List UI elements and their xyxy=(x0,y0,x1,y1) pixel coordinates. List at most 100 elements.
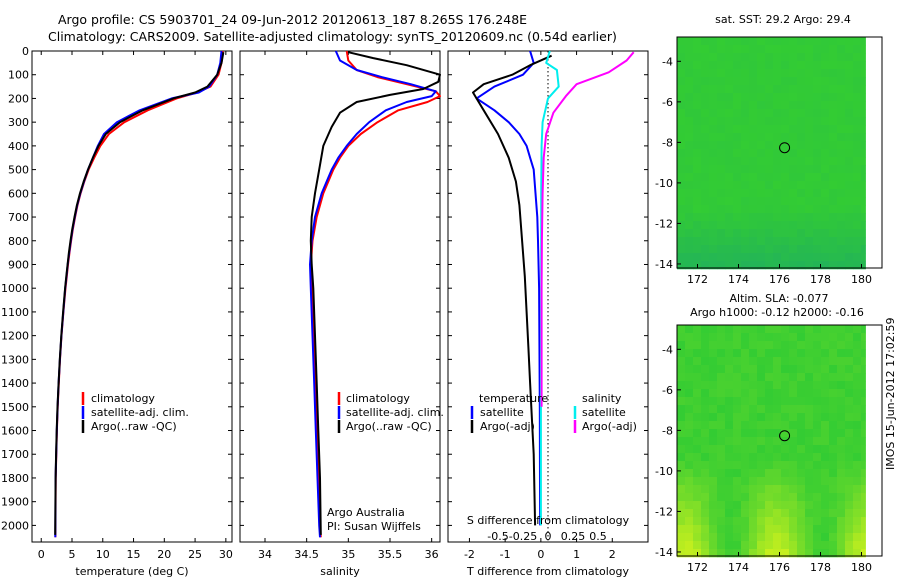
temperature-legend: climatology satellite-adj. clim. Argo(..… xyxy=(81,392,189,433)
series-line-1 xyxy=(54,50,223,538)
map-cell xyxy=(677,37,686,46)
map-cell xyxy=(821,389,830,398)
map-cell xyxy=(781,101,790,110)
map-cell xyxy=(861,125,866,134)
map-cell xyxy=(701,381,710,390)
map-cell xyxy=(757,37,766,46)
map-cell xyxy=(845,133,854,142)
map-cell xyxy=(717,253,726,262)
map-cell xyxy=(701,69,710,78)
map-cell xyxy=(757,397,766,406)
map-cell xyxy=(805,45,814,54)
map-cell xyxy=(725,221,734,230)
map-cell xyxy=(693,373,702,382)
map-cell xyxy=(797,333,806,342)
map-cell xyxy=(853,437,862,446)
map-cell xyxy=(773,37,782,46)
map-cell xyxy=(749,493,758,502)
map-cell xyxy=(693,165,702,174)
map-cell xyxy=(773,413,782,422)
map-cell xyxy=(845,101,854,110)
map-cell xyxy=(741,69,750,78)
map-cell xyxy=(861,541,866,550)
map-cell xyxy=(837,453,846,462)
map-cell xyxy=(725,85,734,94)
map-cell xyxy=(693,45,702,54)
map-cell xyxy=(773,189,782,198)
map-cell xyxy=(861,349,866,358)
map-cell xyxy=(845,413,854,422)
map-cell xyxy=(685,149,694,158)
map-cell xyxy=(733,453,742,462)
map-cell xyxy=(765,69,774,78)
map-cell xyxy=(717,453,726,462)
map-cell xyxy=(709,421,718,430)
map-cell xyxy=(749,485,758,494)
map-cell xyxy=(733,253,742,262)
sla-map-panel: Altim. SLA: -0.077 Argo h1000: -0.12 h20… xyxy=(655,292,883,574)
map-cell xyxy=(725,445,734,454)
sst-map-field xyxy=(677,37,882,270)
map-cell xyxy=(733,341,742,350)
map-cell xyxy=(821,53,830,62)
map-cell xyxy=(845,181,854,190)
map-cell xyxy=(709,453,718,462)
map-cell xyxy=(861,461,866,470)
map-cell xyxy=(829,221,838,230)
map-cell xyxy=(749,181,758,190)
map-cell xyxy=(797,421,806,430)
map-cell xyxy=(821,157,830,166)
map-cell xyxy=(805,549,814,558)
map-cell xyxy=(749,333,758,342)
map-cell xyxy=(701,149,710,158)
map-cell xyxy=(693,245,702,254)
temperature-lines xyxy=(54,50,225,538)
map-cell xyxy=(829,429,838,438)
map-cell xyxy=(685,485,694,494)
map-cell xyxy=(725,325,734,334)
map-cell xyxy=(725,181,734,190)
map-cell xyxy=(837,109,846,118)
map-cell xyxy=(749,141,758,150)
map-cell xyxy=(701,525,710,534)
map-cell xyxy=(733,541,742,550)
map-cell xyxy=(773,357,782,366)
map-cell xyxy=(789,93,798,102)
map-cell xyxy=(797,133,806,142)
map-cell xyxy=(677,109,686,118)
difference-legend: temperature satellite Argo(-adj) salinit… xyxy=(470,392,637,433)
x-tick-label: 2 xyxy=(609,548,616,561)
map-cell xyxy=(701,245,710,254)
map-cell xyxy=(765,77,774,86)
map-cell xyxy=(709,213,718,222)
map-cell xyxy=(781,237,790,246)
map-cell xyxy=(837,541,846,550)
map-cell xyxy=(805,141,814,150)
map-cell xyxy=(845,197,854,206)
map-cell xyxy=(741,469,750,478)
map-cell xyxy=(861,181,866,190)
map-cell xyxy=(837,229,846,238)
y-tick-label: 1000 xyxy=(1,282,29,295)
map-cell xyxy=(813,373,822,382)
map-cell xyxy=(717,541,726,550)
map-cell xyxy=(861,453,866,462)
map-cell xyxy=(765,197,774,206)
map-cell xyxy=(837,373,846,382)
map-cell xyxy=(709,189,718,198)
map-cell xyxy=(789,517,798,526)
map-cell xyxy=(677,421,686,430)
map-cell xyxy=(757,437,766,446)
map-cell xyxy=(829,189,838,198)
sst-map-panel: sat. SST: 29.2 Argo: 29.4 172 174 176 178 18… xyxy=(655,13,883,286)
map-cell xyxy=(717,181,726,190)
map-cell xyxy=(709,325,718,334)
map-cell xyxy=(797,509,806,518)
map-cell xyxy=(757,381,766,390)
map-cell xyxy=(789,213,798,222)
map-cell xyxy=(837,173,846,182)
map-cell xyxy=(861,373,866,382)
map-cell xyxy=(677,373,686,382)
map-cell xyxy=(853,173,862,182)
map-cell xyxy=(757,445,766,454)
